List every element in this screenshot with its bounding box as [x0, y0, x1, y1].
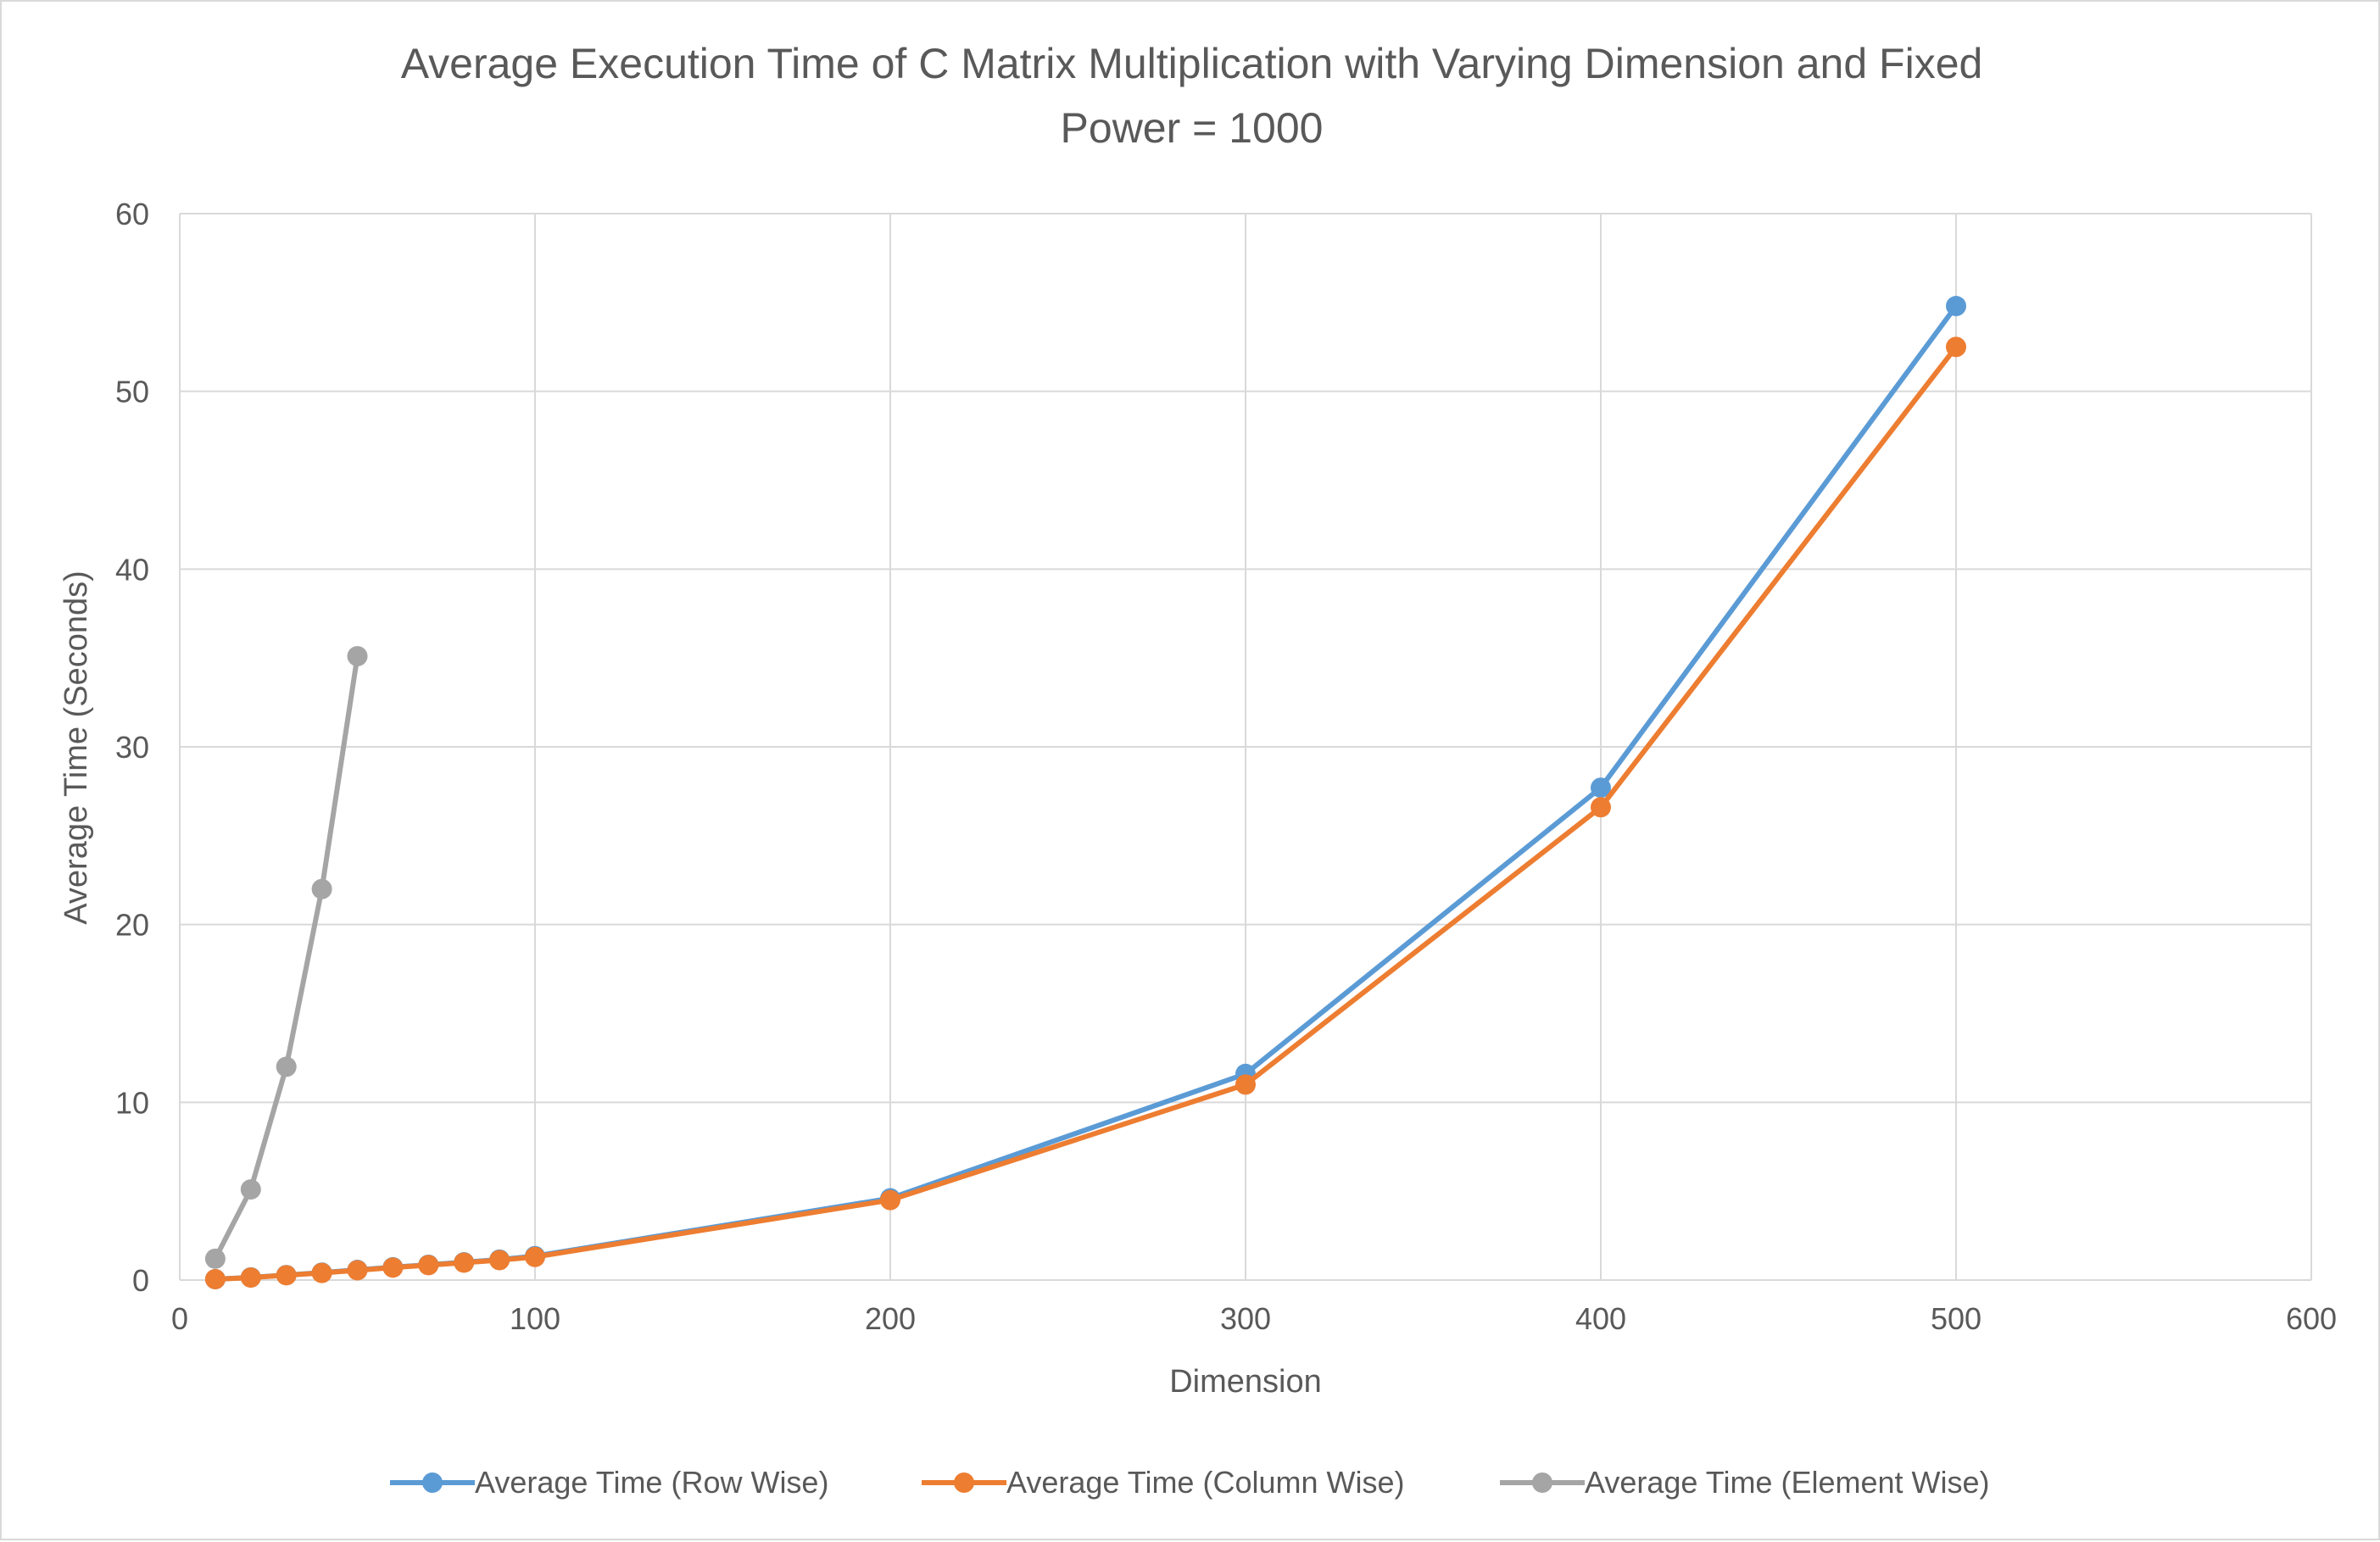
chart-title-line-2: Power = 1000: [1060, 104, 1324, 152]
legend-label: Average Time (Element Wise): [1585, 1465, 1990, 1500]
legend: Average Time (Row Wise) Average Time (Col…: [390, 1465, 1990, 1500]
legend-marker: [422, 1472, 443, 1493]
gridlines: [179, 213, 2312, 1281]
y-tick-label: 60: [115, 197, 149, 231]
series-line: [215, 345, 1959, 1282]
y-axis-label: Average Time (Seconds): [59, 571, 94, 925]
legend-marker: [954, 1472, 974, 1493]
y-tick-label: 20: [115, 908, 149, 943]
data-point: [204, 1268, 226, 1289]
x-tick-label: 600: [2286, 1301, 2337, 1336]
y-tick-label: 30: [115, 730, 149, 765]
x-tick-label: 500: [1931, 1301, 1981, 1336]
y-tick-label: 40: [115, 552, 149, 587]
x-tick-label: 200: [865, 1301, 916, 1336]
legend-item: Average Time (Element Wise): [1500, 1465, 1990, 1500]
legend-label: Average Time (Column Wise): [1006, 1465, 1404, 1500]
data-point: [454, 1252, 475, 1273]
data-point: [276, 1056, 297, 1077]
data-point: [525, 1246, 545, 1267]
data-point: [1591, 797, 1611, 818]
chart-title-line-1: Average Execution Time of C Matrix Multi…: [400, 40, 1983, 87]
data-point: [240, 1267, 261, 1289]
legend-item: Average Time (Row Wise): [390, 1465, 828, 1500]
data-point: [240, 1179, 261, 1200]
x-tick-label: 0: [171, 1301, 188, 1336]
y-tick-label: 0: [132, 1263, 149, 1298]
data-point: [1235, 1074, 1256, 1095]
data-point: [311, 1262, 332, 1283]
data-point: [418, 1255, 439, 1276]
x-tick-label: 400: [1575, 1301, 1626, 1336]
data-point: [204, 1248, 226, 1269]
x-axis-label: Dimension: [1169, 1364, 1322, 1400]
x-tick-label: 100: [510, 1301, 560, 1336]
data-point: [276, 1265, 297, 1286]
data-point: [1946, 337, 1966, 358]
legend-item: Average Time (Column Wise): [922, 1465, 1404, 1500]
data-point: [489, 1250, 510, 1271]
series-line: [215, 304, 1959, 1282]
data-point: [347, 646, 368, 667]
series-2: [204, 337, 1966, 1289]
data-point: [1946, 296, 1966, 317]
series-1: [204, 296, 1966, 1289]
data-point: [311, 878, 332, 899]
series-3: [204, 646, 368, 1269]
data-point: [382, 1257, 404, 1278]
y-tick-label: 10: [115, 1085, 149, 1120]
legend-label: Average Time (Row Wise): [475, 1465, 828, 1500]
data-point: [880, 1189, 900, 1211]
data-point: [347, 1260, 368, 1281]
data-point: [1591, 777, 1611, 799]
legend-marker: [1532, 1472, 1552, 1493]
x-tick-label: 300: [1220, 1301, 1271, 1336]
series-layer: [204, 296, 1966, 1289]
y-tick-label: 50: [115, 375, 149, 409]
